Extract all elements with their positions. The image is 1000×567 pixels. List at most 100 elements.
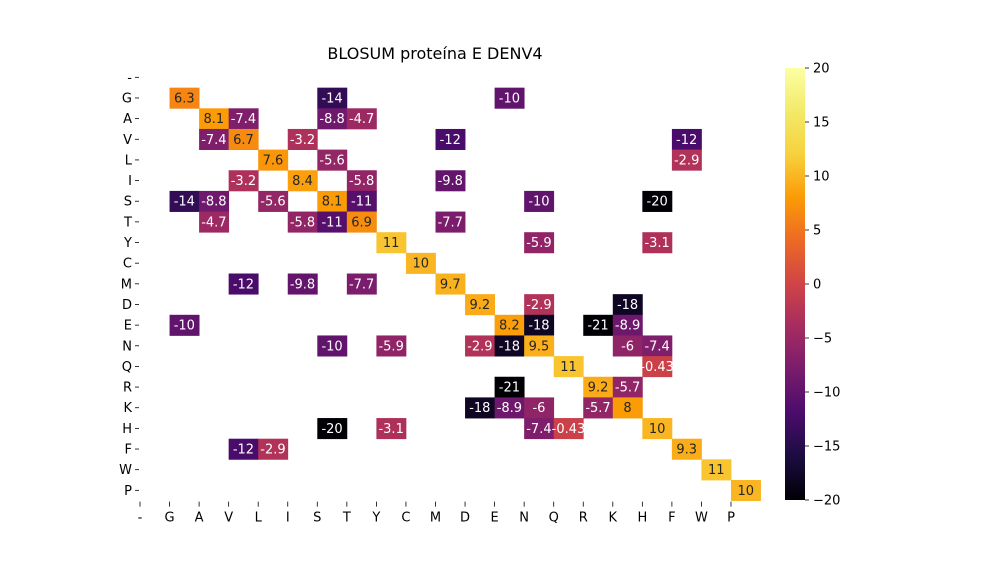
heatmap-cell	[671, 438, 702, 460]
cell-value-label: -4.7	[201, 215, 226, 230]
y-tick-label: M	[121, 277, 132, 292]
cell-value-label: 11	[708, 463, 725, 478]
heatmap-cell	[346, 108, 377, 130]
colorbar-tick-label: −5	[813, 332, 832, 347]
y-tick-label: S	[124, 195, 132, 210]
cell-value-label: -10	[321, 339, 342, 354]
x-tick-label: V	[224, 511, 233, 526]
x-tick-label: -	[138, 511, 143, 526]
x-tick-label: N	[519, 511, 529, 526]
cell-value-label: 6.9	[351, 215, 372, 230]
cell-value-label: 8.4	[292, 174, 313, 189]
x-tick-label: W	[695, 511, 708, 526]
cell-value-label: -2.9	[526, 298, 551, 313]
cell-value-label: -5.7	[615, 381, 640, 396]
y-tick-label: E	[124, 319, 132, 334]
x-tick-label: H	[637, 511, 647, 526]
cell-value-label: -7.4	[201, 133, 226, 148]
cell-value-label: -5.7	[585, 401, 610, 416]
cell-value-label: -12	[233, 443, 254, 458]
cell-value-label: -2.9	[260, 443, 285, 458]
cell-value-label: -21	[587, 319, 608, 334]
cell-value-label: -12	[440, 133, 461, 148]
colorbar-gradient	[785, 68, 805, 500]
cell-value-label: 9.2	[469, 298, 490, 313]
cell-value-label: -5.8	[290, 215, 315, 230]
heatmap-cell	[346, 190, 377, 212]
heatmap-cell	[524, 294, 555, 316]
cell-value-label: -0.43	[640, 360, 674, 375]
heatmap-cell	[376, 335, 407, 357]
heatmap-cell	[701, 459, 732, 481]
heatmap-cell	[494, 87, 525, 109]
heatmap-cell	[642, 418, 673, 440]
x-tick-label: G	[165, 511, 175, 526]
x-tick-label: M	[430, 511, 441, 526]
heatmap-cell	[346, 170, 377, 192]
heatmap-cell	[169, 190, 200, 212]
x-tick-label: D	[460, 511, 470, 526]
cell-value-label: -6	[532, 401, 545, 416]
cell-value-label: -9.8	[438, 174, 463, 189]
heatmap-cell	[228, 128, 259, 150]
cell-value-label: 7.6	[263, 153, 284, 168]
heatmap-cell	[317, 335, 348, 357]
x-tick-label: Y	[371, 511, 380, 526]
cell-value-label: 10	[737, 484, 754, 499]
cell-value-label: -12	[233, 277, 254, 292]
cell-value-label: -3.2	[290, 133, 315, 148]
y-tick-label: Q	[122, 360, 132, 375]
heatmap-cell	[258, 149, 289, 171]
heatmap-cell	[612, 335, 643, 357]
cell-value-label: 8.2	[499, 319, 520, 334]
heatmap-cell	[583, 376, 614, 398]
heatmap-cell	[642, 335, 673, 357]
heatmap-cell	[671, 149, 702, 171]
colorbar-tick-label: 15	[813, 116, 830, 131]
cell-value-label: -14	[174, 195, 195, 210]
x-tick-label: C	[401, 511, 410, 526]
cell-value-label: 10	[412, 257, 429, 272]
cell-value-label: -18	[469, 401, 490, 416]
heatmap-cell	[199, 190, 230, 212]
colorbar-ticks: 20 15 10 5 0 −5 −10 −15 −20	[805, 62, 840, 509]
heatmap-cell	[583, 314, 614, 336]
y-tick-label: N	[122, 339, 132, 354]
cell-value-label: -7.7	[349, 277, 374, 292]
heatmap-cell	[494, 314, 525, 336]
heatmap-cell	[524, 314, 555, 336]
heatmap-cell	[612, 376, 643, 398]
colorbar-tick-label: 5	[813, 224, 821, 239]
heatmap-cell	[228, 170, 259, 192]
cell-value-label: 9.7	[440, 277, 461, 292]
cell-value-label: -8.9	[615, 319, 640, 334]
heatmap-cell	[612, 397, 643, 419]
cell-value-label: -10	[174, 319, 195, 334]
cell-value-label: -0.43	[552, 422, 586, 437]
heatmap-cell	[317, 418, 348, 440]
y-tick-label: W	[119, 463, 132, 478]
x-tick-label: I	[286, 511, 290, 526]
heatmap-cell	[287, 273, 318, 295]
x-tick-label: F	[668, 511, 675, 526]
x-tick-label: S	[313, 511, 321, 526]
cell-value-label: -5.6	[260, 195, 285, 210]
y-tick-label: T	[123, 215, 132, 230]
heatmap-cell	[553, 356, 584, 378]
heatmap-cell	[435, 128, 466, 150]
heatmap-cell	[199, 108, 230, 130]
cell-value-label: -20	[321, 422, 342, 437]
y-tick-label: -	[127, 71, 132, 86]
y-tick-label: V	[123, 133, 132, 148]
cell-value-label: -7.4	[231, 112, 256, 127]
heatmap-cell	[612, 314, 643, 336]
heatmap-cell	[317, 190, 348, 212]
cell-value-label: -14	[321, 91, 342, 106]
colorbar-tick-label: 10	[813, 170, 830, 185]
cell-value-label: -3.1	[378, 422, 403, 437]
colorbar-tick-label: 0	[813, 278, 821, 293]
cell-value-label: -9.8	[290, 277, 315, 292]
